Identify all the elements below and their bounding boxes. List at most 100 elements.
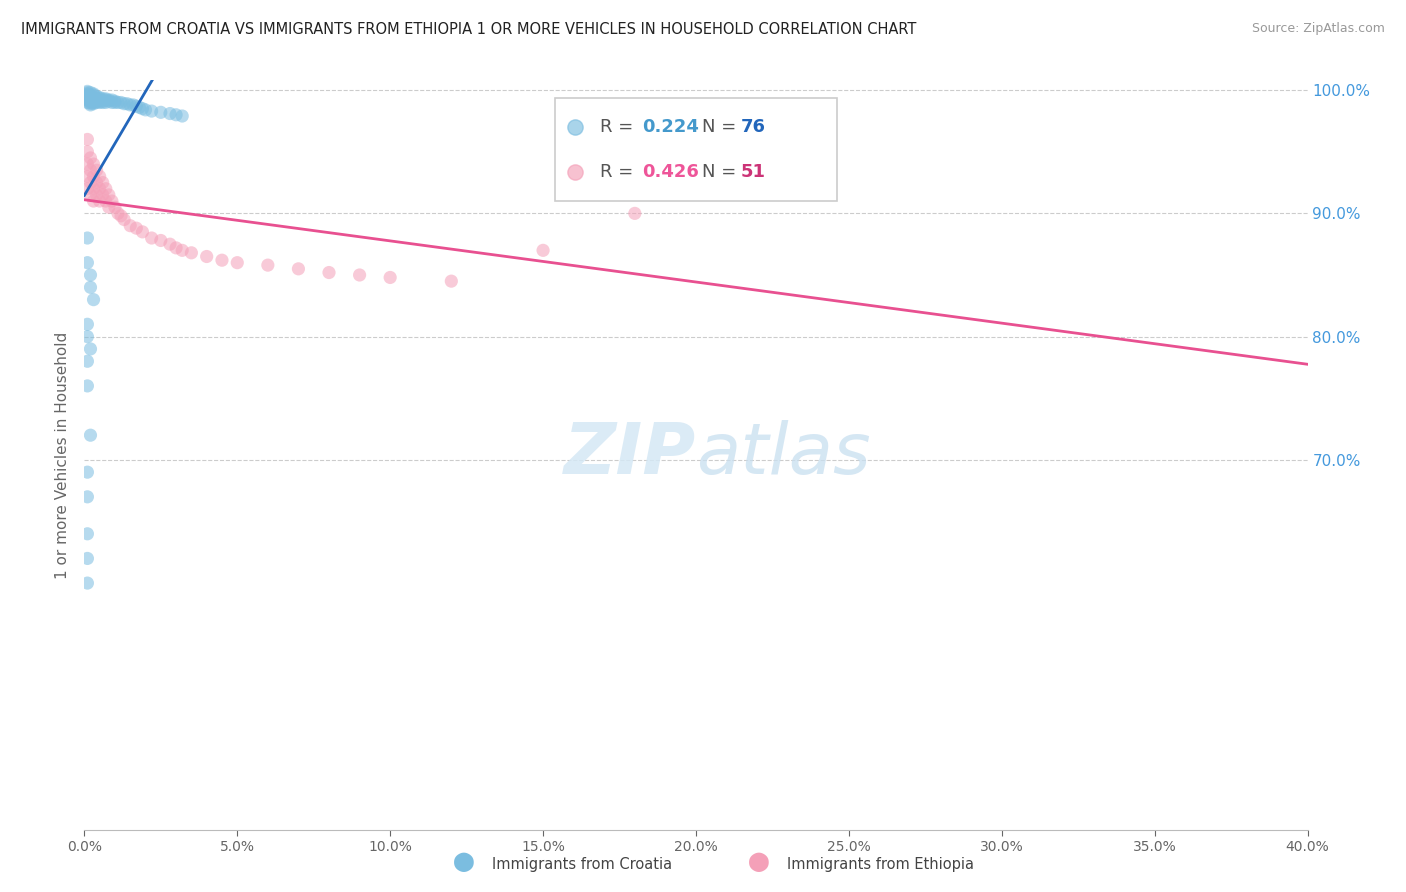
Point <box>531 244 554 258</box>
Point <box>89 169 111 184</box>
Point <box>141 104 163 119</box>
Point <box>83 88 105 103</box>
Point <box>83 87 105 101</box>
Point <box>79 86 101 100</box>
Point <box>624 206 647 220</box>
Text: 0.426: 0.426 <box>643 163 699 181</box>
Point <box>91 92 114 106</box>
Text: atlas: atlas <box>696 420 870 490</box>
Point <box>135 103 157 117</box>
Point <box>79 151 101 165</box>
Point <box>76 92 98 106</box>
Text: ⬤: ⬤ <box>748 853 770 872</box>
Text: IMMIGRANTS FROM CROATIA VS IMMIGRANTS FROM ETHIOPIA 1 OR MORE VEHICLES IN HOUSEH: IMMIGRANTS FROM CROATIA VS IMMIGRANTS FR… <box>21 22 917 37</box>
Point <box>180 245 202 260</box>
Point <box>79 88 101 103</box>
Point <box>89 182 111 196</box>
Point <box>83 95 105 110</box>
Point <box>83 157 105 171</box>
Point <box>120 98 142 112</box>
Point <box>165 241 187 255</box>
Point <box>86 187 108 202</box>
Point <box>91 94 114 108</box>
Text: ZIP: ZIP <box>564 420 696 490</box>
Point <box>112 212 135 227</box>
Point <box>79 176 101 190</box>
Point <box>76 145 98 159</box>
Point <box>172 244 194 258</box>
Point <box>76 86 98 100</box>
Point <box>97 200 120 214</box>
Point <box>76 132 98 146</box>
Point <box>94 93 117 107</box>
Point <box>76 182 98 196</box>
Point <box>79 98 101 112</box>
Point <box>89 94 111 108</box>
Point <box>86 89 108 103</box>
Text: N =: N = <box>702 163 741 181</box>
Point <box>79 342 101 356</box>
Point <box>76 169 98 184</box>
Point <box>440 274 463 288</box>
Point <box>110 95 132 110</box>
Point <box>131 225 153 239</box>
Point <box>79 280 101 294</box>
Point <box>104 95 127 110</box>
Point <box>76 89 98 103</box>
Point <box>101 93 124 107</box>
Point <box>125 99 148 113</box>
Point <box>89 194 111 208</box>
Point <box>86 176 108 190</box>
Point <box>89 92 111 106</box>
Point <box>165 108 187 122</box>
Point <box>79 187 101 202</box>
Point <box>110 209 132 223</box>
Text: 0.224: 0.224 <box>643 118 699 136</box>
Point <box>94 95 117 110</box>
Text: Immigrants from Ethiopia: Immigrants from Ethiopia <box>787 857 974 872</box>
Y-axis label: 1 or more Vehicles in Household: 1 or more Vehicles in Household <box>55 331 70 579</box>
Text: R =: R = <box>600 118 640 136</box>
Point <box>76 329 98 343</box>
Point <box>131 102 153 116</box>
Point <box>112 96 135 111</box>
Point <box>86 95 108 110</box>
Point <box>79 90 101 104</box>
Point <box>83 293 105 307</box>
Point <box>86 163 108 178</box>
Point <box>149 105 172 120</box>
Point <box>76 95 98 110</box>
Point <box>159 237 181 252</box>
Point <box>104 94 127 108</box>
Point <box>76 231 98 245</box>
Point <box>226 255 249 269</box>
Point <box>89 90 111 104</box>
Point <box>318 266 340 280</box>
Text: R =: R = <box>600 163 640 181</box>
Point <box>211 253 233 268</box>
Point <box>101 194 124 208</box>
Point <box>76 490 98 504</box>
Point <box>76 88 98 103</box>
Point <box>83 169 105 184</box>
Point <box>79 96 101 111</box>
Point <box>91 95 114 110</box>
Point <box>83 194 105 208</box>
Point <box>79 93 101 107</box>
Text: Source: ZipAtlas.com: Source: ZipAtlas.com <box>1251 22 1385 36</box>
Point <box>172 109 194 123</box>
Point <box>79 268 101 282</box>
Point <box>94 194 117 208</box>
Point <box>97 93 120 107</box>
Point <box>94 92 117 106</box>
Point <box>86 94 108 108</box>
Point <box>91 187 114 202</box>
Point <box>195 250 218 264</box>
Point <box>83 90 105 104</box>
Point <box>101 95 124 110</box>
Point <box>107 95 129 110</box>
Point <box>349 268 371 282</box>
Point <box>125 221 148 235</box>
Point <box>76 93 98 107</box>
Point <box>122 98 145 112</box>
